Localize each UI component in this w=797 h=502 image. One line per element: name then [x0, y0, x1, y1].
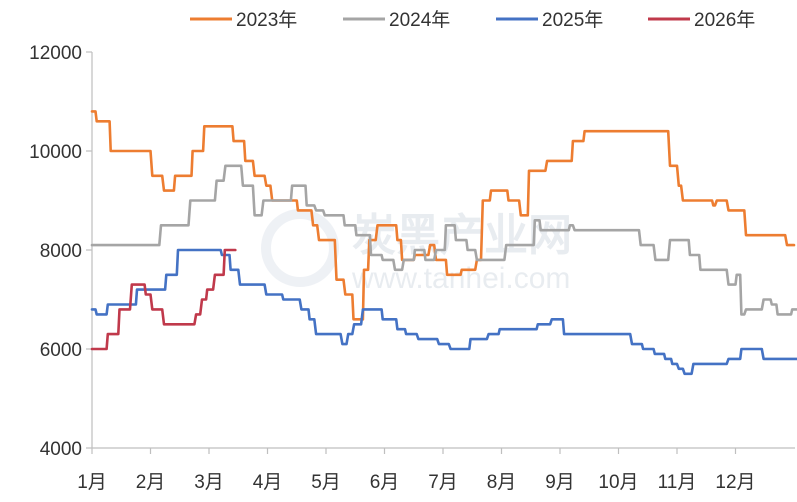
axes: 4000 6000 8000 10000 12000 1月 2月 3月 4月 5月 6月 7月 8月 9月… [29, 43, 795, 493]
x-tick-label: 12月 [715, 472, 755, 493]
y-tick-label: 6000 [40, 340, 82, 361]
watermark-url: www.tanhei.com [351, 262, 570, 295]
x-tick-label: 3月 [194, 472, 224, 493]
series-line-2025年 [90, 248, 797, 376]
series-line-2024年 [90, 164, 797, 316]
x-tick-label: 8月 [487, 472, 517, 493]
legend-label: 2023年 [236, 9, 297, 31]
legend-item: 2023年 [190, 9, 297, 31]
x-tick-label: 6月 [370, 472, 400, 493]
legend-item: 2026年 [648, 9, 755, 31]
x-tick-label: 7月 [428, 472, 458, 493]
legend-label: 2025年 [542, 9, 603, 31]
legend-item: 2025年 [496, 9, 603, 31]
legend-label: 2026年 [694, 9, 755, 31]
x-tick-label: 5月 [311, 472, 341, 493]
x-tick-label: 10月 [598, 472, 638, 493]
y-tick-label: 8000 [40, 241, 82, 262]
watermark-logo-icon [261, 209, 339, 287]
y-tick-label: 10000 [29, 142, 82, 163]
legend-label: 2024年 [389, 9, 450, 31]
series-line-2023年 [90, 110, 796, 321]
series-layer [90, 110, 797, 376]
y-tick-label: 4000 [40, 439, 82, 460]
watermark-text: 炭黑产业网 [352, 211, 572, 260]
x-tick-label: 9月 [545, 472, 575, 493]
legend: 2023年 2024年 2025年 2026年 [190, 9, 755, 31]
y-tick-label: 12000 [29, 43, 82, 64]
x-tick-label: 2月 [136, 472, 166, 493]
legend-item: 2024年 [343, 9, 450, 31]
x-tick-label: 11月 [658, 472, 697, 493]
x-tick-label: 1月 [77, 472, 107, 493]
x-tick-label: 4月 [253, 472, 283, 493]
series-line-2026年 [90, 248, 237, 351]
